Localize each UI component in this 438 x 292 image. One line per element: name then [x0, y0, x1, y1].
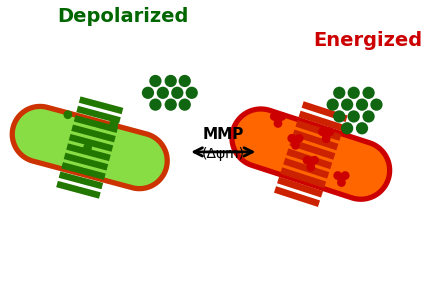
- Ellipse shape: [307, 159, 315, 167]
- Ellipse shape: [149, 75, 162, 87]
- Ellipse shape: [303, 156, 311, 165]
- Ellipse shape: [341, 98, 353, 111]
- Polygon shape: [292, 130, 318, 143]
- Ellipse shape: [157, 87, 169, 99]
- Ellipse shape: [83, 143, 92, 152]
- Ellipse shape: [327, 98, 339, 111]
- Ellipse shape: [356, 98, 368, 111]
- Text: Energized: Energized: [313, 31, 422, 50]
- Polygon shape: [94, 121, 118, 133]
- Polygon shape: [64, 153, 88, 165]
- Ellipse shape: [277, 112, 286, 121]
- Polygon shape: [59, 171, 83, 183]
- Ellipse shape: [186, 87, 198, 99]
- Polygon shape: [79, 96, 103, 108]
- Polygon shape: [79, 178, 103, 189]
- Ellipse shape: [307, 163, 315, 172]
- Ellipse shape: [337, 174, 346, 182]
- Polygon shape: [86, 149, 111, 161]
- Polygon shape: [56, 181, 81, 193]
- Ellipse shape: [337, 178, 346, 187]
- Ellipse shape: [270, 112, 279, 121]
- Ellipse shape: [318, 127, 327, 136]
- Polygon shape: [322, 109, 348, 122]
- Ellipse shape: [333, 87, 346, 99]
- Polygon shape: [10, 104, 170, 191]
- Ellipse shape: [310, 156, 319, 165]
- Polygon shape: [298, 184, 323, 197]
- Polygon shape: [310, 146, 336, 160]
- Ellipse shape: [64, 110, 72, 119]
- Polygon shape: [286, 148, 312, 162]
- Polygon shape: [301, 175, 326, 188]
- Polygon shape: [230, 106, 392, 202]
- Polygon shape: [76, 187, 101, 199]
- Ellipse shape: [291, 141, 300, 150]
- Ellipse shape: [110, 119, 118, 128]
- Polygon shape: [71, 125, 96, 136]
- Ellipse shape: [165, 98, 177, 111]
- Polygon shape: [96, 112, 121, 124]
- Ellipse shape: [371, 98, 383, 111]
- Polygon shape: [235, 112, 387, 197]
- Polygon shape: [307, 156, 332, 169]
- Ellipse shape: [165, 75, 177, 87]
- Ellipse shape: [363, 87, 375, 99]
- Polygon shape: [84, 159, 108, 171]
- Ellipse shape: [363, 110, 375, 123]
- Ellipse shape: [348, 87, 360, 99]
- Ellipse shape: [171, 87, 184, 99]
- Ellipse shape: [322, 134, 331, 143]
- Polygon shape: [15, 109, 165, 186]
- Polygon shape: [313, 137, 339, 150]
- Polygon shape: [74, 115, 98, 127]
- Polygon shape: [91, 131, 116, 142]
- Ellipse shape: [333, 110, 346, 123]
- Polygon shape: [61, 162, 86, 174]
- Polygon shape: [298, 111, 324, 124]
- Polygon shape: [89, 140, 113, 152]
- Ellipse shape: [322, 130, 331, 139]
- Ellipse shape: [179, 98, 191, 111]
- Text: (Δψm): (Δψm): [202, 147, 245, 161]
- Ellipse shape: [287, 134, 296, 143]
- Ellipse shape: [179, 75, 191, 87]
- Ellipse shape: [325, 127, 334, 136]
- Ellipse shape: [291, 137, 300, 145]
- Polygon shape: [304, 165, 329, 179]
- Ellipse shape: [149, 98, 162, 111]
- Ellipse shape: [341, 122, 353, 134]
- Ellipse shape: [274, 115, 283, 124]
- Polygon shape: [81, 168, 106, 180]
- Text: MMP: MMP: [202, 127, 244, 142]
- Polygon shape: [66, 143, 91, 155]
- Text: Depolarized: Depolarized: [57, 7, 188, 26]
- Polygon shape: [295, 194, 320, 207]
- Polygon shape: [319, 118, 345, 131]
- Ellipse shape: [333, 171, 342, 180]
- Polygon shape: [301, 101, 327, 115]
- Ellipse shape: [295, 134, 304, 143]
- Polygon shape: [99, 102, 123, 114]
- Polygon shape: [295, 120, 321, 133]
- Polygon shape: [76, 106, 101, 118]
- Ellipse shape: [142, 87, 154, 99]
- Polygon shape: [69, 134, 93, 146]
- Polygon shape: [289, 139, 315, 152]
- Polygon shape: [316, 127, 342, 141]
- Ellipse shape: [341, 171, 350, 180]
- Ellipse shape: [348, 110, 360, 123]
- Polygon shape: [283, 158, 309, 171]
- Polygon shape: [280, 167, 306, 181]
- Ellipse shape: [356, 122, 368, 134]
- Polygon shape: [277, 177, 303, 190]
- Ellipse shape: [274, 119, 283, 128]
- Polygon shape: [274, 186, 300, 200]
